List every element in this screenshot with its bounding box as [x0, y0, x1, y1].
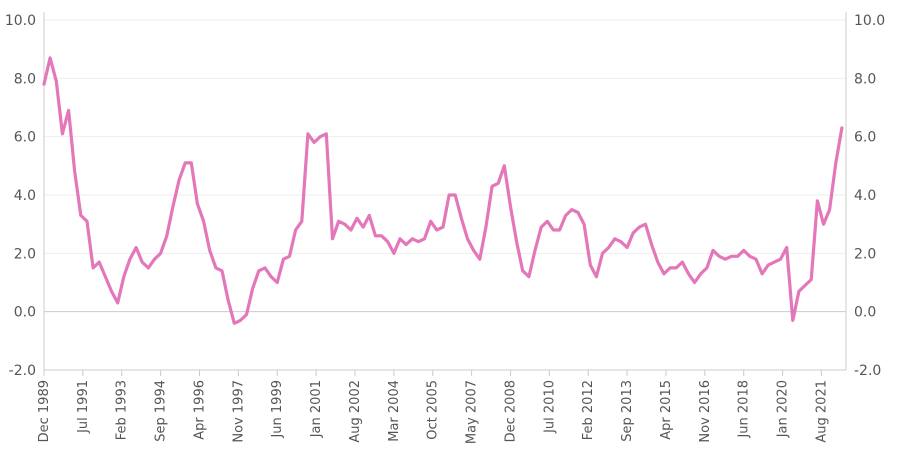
x-tick-label: Jun 1999	[270, 380, 285, 439]
x-tick-label: Nov 1997	[231, 380, 246, 443]
x-tick-label: Apr 2015	[659, 380, 674, 440]
x-tick-label: Jul 2010	[542, 380, 557, 434]
x-tick-label: Jan 2001	[309, 380, 324, 438]
y-tick-label-right: 10.0	[854, 13, 885, 29]
y-tick-label-right: 2.0	[854, 246, 876, 262]
y-tick-label-right: 6.0	[854, 130, 876, 146]
y-tick-label-right: 4.0	[854, 188, 876, 204]
y-tick-label-left: 8.0	[14, 71, 36, 87]
x-tick-label: May 2007	[465, 380, 480, 444]
x-tick-label: Feb 2012	[581, 380, 596, 440]
x-tick-label: Jul 1991	[76, 380, 91, 434]
x-tick-label: Aug 2002	[348, 380, 363, 443]
series-line	[42, 56, 844, 325]
x-tick-label: Aug 2021	[814, 380, 829, 443]
x-tick-label: Feb 1993	[115, 380, 130, 440]
y-tick-label-left: -2.0	[9, 363, 36, 379]
x-axis-ticks: Dec 1989 Jul 1991 Feb 1993 Sep 1994 Apr 1996…	[37, 370, 829, 444]
y-tick-label-right: 8.0	[854, 71, 876, 87]
x-tick-label: Jun 2018	[737, 380, 752, 439]
x-tick-label: Jan 2020	[776, 380, 791, 438]
y-axis-left-ticks: -2.0 0.0 2.0 4.0 6.0 8.0 10.0	[5, 13, 36, 379]
x-tick-label: Oct 2005	[426, 380, 441, 440]
y-tick-label-left: 6.0	[14, 130, 36, 146]
y-tick-label-left: 4.0	[14, 188, 36, 204]
x-tick-label: Dec 1989	[37, 380, 52, 442]
x-tick-label: Nov 2016	[698, 380, 713, 443]
x-tick-label: Sep 2013	[620, 380, 635, 442]
x-tick-label: Dec 2008	[503, 380, 518, 442]
gridlines	[44, 19, 846, 371]
y-tick-label-left: 10.0	[5, 13, 36, 29]
x-tick-label: Mar 2004	[387, 380, 402, 442]
y-tick-label-left: 2.0	[14, 246, 36, 262]
y-tick-label-left: 0.0	[14, 305, 36, 321]
y-tick-label-right: -2.0	[854, 363, 881, 379]
x-tick-label: Sep 1994	[154, 380, 169, 442]
x-tick-label: Apr 1996	[192, 380, 207, 440]
y-tick-label-right: 0.0	[854, 305, 876, 321]
y-axis-right-ticks: -2.0 0.0 2.0 4.0 6.0 8.0 10.0	[854, 13, 885, 379]
